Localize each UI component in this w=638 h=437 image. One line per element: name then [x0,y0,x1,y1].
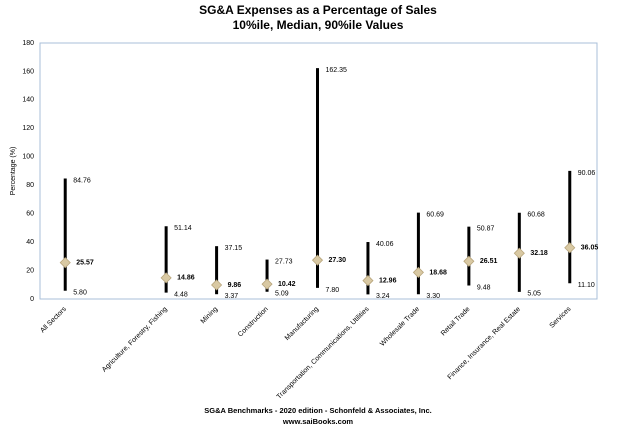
median-marker [261,278,273,290]
low-label: 5.80 [73,290,87,297]
low-label: 3.24 [376,293,390,300]
high-label: 51.14 [174,225,192,232]
low-label: 4.48 [174,291,188,298]
y-tick-label: 40 [26,239,34,246]
median-label: 27.30 [329,257,347,264]
median-label: 10.42 [278,281,296,288]
high-label: 27.73 [275,258,293,265]
high-label: 162.35 [326,67,348,74]
high-label: 50.87 [477,225,495,232]
y-tick-label: 20 [26,267,34,274]
median-marker [211,279,223,291]
y-tick-label: 120 [22,125,34,132]
median-label: 36.05 [581,245,599,252]
median-marker [463,255,475,267]
median-marker [412,266,424,278]
footer: www.saiBooks.com [282,417,353,426]
y-tick-label: 80 [26,182,34,189]
median-marker [513,247,525,259]
footer: SG&A Benchmarks - 2020 edition - Schonfe… [204,406,431,415]
median-marker [362,275,374,287]
median-label: 18.68 [429,269,447,276]
low-label: 7.80 [326,287,340,294]
median-label: 26.51 [480,258,498,265]
x-tick-label: Construction [237,306,270,339]
x-tick-label: Agriculture, Forestry, Fishing [101,306,169,374]
median-label: 9.86 [228,282,242,289]
median-label: 32.18 [530,250,548,257]
x-tick-label: Services [549,305,573,329]
median-marker [59,257,71,269]
y-tick-label: 100 [22,154,34,161]
low-label: 9.48 [477,284,491,291]
median-label: 12.96 [379,277,397,284]
y-tick-label: 180 [22,40,34,47]
x-tick-label: Retail Trade [440,306,472,338]
low-label: 3.30 [426,293,440,300]
high-label: 37.15 [225,245,243,252]
x-tick-label: Mining [200,306,220,326]
y-tick-label: 140 [22,97,34,104]
plot-frame [39,42,598,300]
y-axis-label: Percentage (%) [10,147,17,196]
x-tick-label: Wholesale Trade [379,306,421,348]
y-tick-label: 60 [26,211,34,218]
high-label: 60.69 [426,212,444,219]
x-tick-label: Manufacturing [284,306,320,342]
x-tick-label: Transportation, Communications, Utilitie… [276,305,371,400]
chart-title: SG&A Expenses as a Percentage of Sales [199,3,437,17]
high-label: 84.76 [73,177,91,184]
low-label: 5.09 [275,291,289,298]
y-tick-label: 160 [22,68,34,75]
low-label: 3.37 [225,293,239,300]
y-tick-label: 0 [30,296,34,303]
high-label: 90.06 [578,170,596,177]
chart-subtitle: 10%ile, Median, 90%ile Values [233,18,404,32]
low-label: 11.10 [578,282,595,289]
median-marker [160,272,172,284]
median-label: 14.86 [177,275,195,282]
median-marker [564,242,576,254]
x-tick-label: All Sectors [39,305,68,334]
high-label: 40.06 [376,241,394,248]
high-label: 60.68 [527,212,545,219]
median-marker [311,254,324,266]
low-label: 5.05 [527,291,541,298]
median-label: 25.57 [76,259,94,266]
